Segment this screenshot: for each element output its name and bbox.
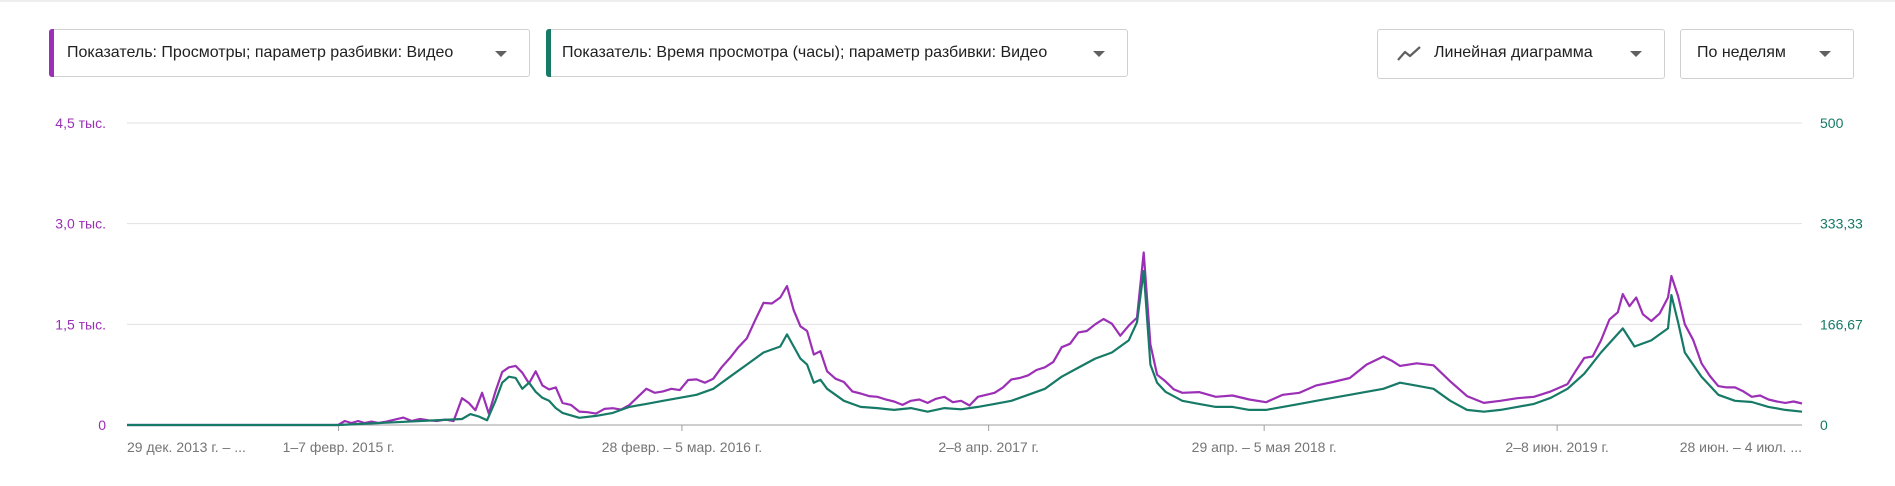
chart-type-dropdown[interactable]: Линейная диаграмма	[1377, 29, 1665, 79]
y-left-tick-label: 4,5 тыс.	[55, 115, 106, 131]
line-chart-icon	[1397, 46, 1421, 61]
y-right-tick-label: 500	[1820, 115, 1844, 131]
line-chart: 0 0 1,5 тыс. 166,67 3,0 тыс. 333,33 4,5 тыс. 50…	[55, 115, 1863, 455]
granularity-label: По неделям	[1697, 44, 1786, 61]
series-line-watch-time	[127, 269, 1803, 427]
chevron-down-icon	[495, 51, 507, 57]
metric-dropdown-views[interactable]: Показатель: Просмотры; параметр разбивки…	[49, 29, 530, 77]
y-left-tick-label: 3,0 тыс.	[55, 216, 106, 232]
chevron-down-icon	[1093, 51, 1105, 57]
y-right-tick-label: 166,67	[1820, 316, 1863, 332]
chart-type-label: Линейная диаграмма	[1434, 44, 1593, 61]
metric-dropdown-watch-time[interactable]: Показатель: Время просмотра (часы); пара…	[546, 29, 1128, 77]
x-tick-label: 2–8 июн. 2019 г.	[1505, 439, 1608, 455]
chevron-down-icon	[1819, 51, 1831, 57]
y-left-tick-label: 1,5 тыс.	[55, 316, 106, 332]
metric-dropdown-label: Показатель: Просмотры; параметр разбивки…	[67, 44, 454, 61]
top-border	[0, 0, 1895, 2]
x-tick-label: 1–7 февр. 2015 г.	[283, 439, 395, 455]
x-tick-label: 29 дек. 2013 г. – ...	[127, 439, 246, 455]
granularity-dropdown[interactable]: По неделям	[1680, 29, 1854, 79]
metric-dropdown-label: Показатель: Время просмотра (часы); пара…	[562, 44, 1048, 61]
x-tick-label: 28 июн. – 4 июл. ...	[1680, 439, 1802, 455]
y-right-tick-label: 333,33	[1820, 216, 1863, 232]
y-left-tick-label: 0	[98, 417, 106, 433]
series-line-views	[127, 251, 1803, 427]
chevron-down-icon	[1630, 51, 1642, 57]
metric-color-swatch	[546, 29, 551, 77]
metric-color-swatch	[49, 29, 54, 77]
y-right-tick-label: 0	[1820, 417, 1828, 433]
x-tick-label: 28 февр. – 5 мар. 2016 г.	[602, 439, 762, 455]
x-tick-label: 29 апр. – 5 мая 2018 г.	[1192, 439, 1337, 455]
x-tick-label: 2–8 апр. 2017 г.	[938, 439, 1039, 455]
